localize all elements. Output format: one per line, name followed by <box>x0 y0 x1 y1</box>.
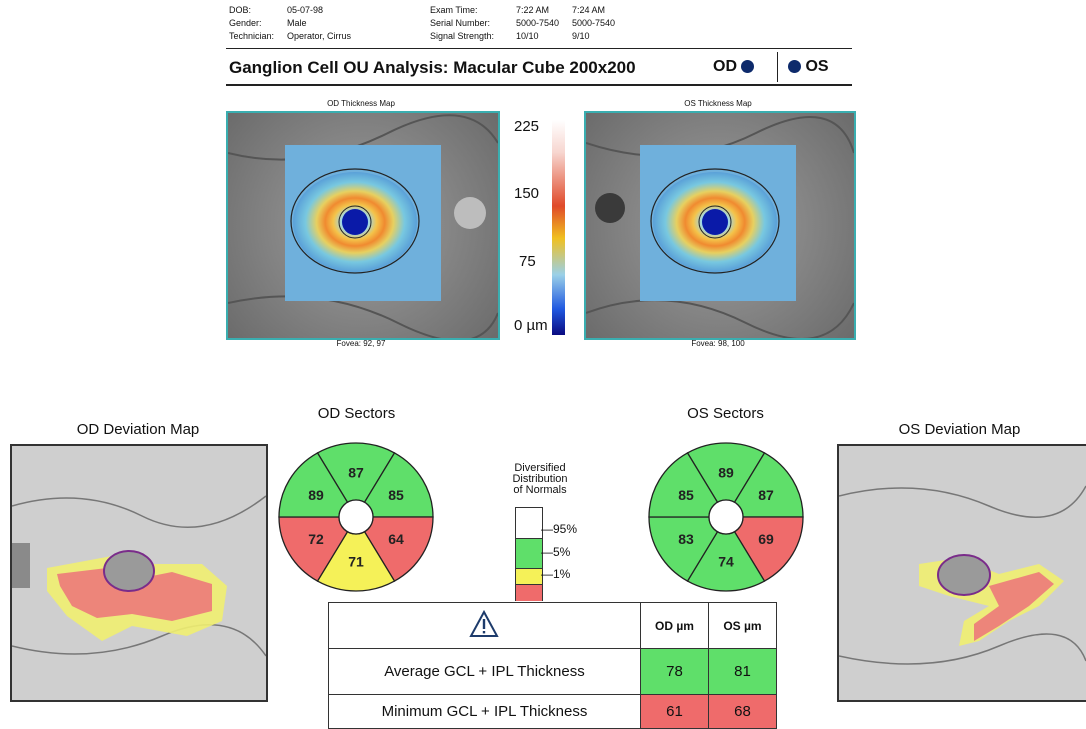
legend-5-label: 5% <box>553 545 571 559</box>
gender-label: Gender: <box>229 18 262 28</box>
minimum-thickness-os: 68 <box>707 694 778 729</box>
od-sector-value: 87 <box>348 465 364 481</box>
os-sector-value: 85 <box>678 487 694 503</box>
os-deviation-image <box>839 485 1086 665</box>
od-sector-value: 71 <box>348 553 364 569</box>
os-thickness-map <box>584 111 856 340</box>
thickness-results-table: OD µm OS µm Average GCL + IPL Thickness … <box>328 602 778 729</box>
legend-95-label: 95% <box>553 522 578 536</box>
exam-time-od: 7:22 AM <box>516 5 550 15</box>
signal-od: 10/10 <box>516 31 539 41</box>
scale-label-75: 75 <box>519 253 536 270</box>
dob-value: 05-07-98 <box>287 5 324 15</box>
eye-od-indicator: OD <box>713 58 755 76</box>
legend-1-label: 1% <box>553 567 571 581</box>
od-sectors-chart: 87 85 64 71 72 89 <box>278 442 434 592</box>
os-dot-icon <box>788 60 801 73</box>
os-thickness-caption: OS Thickness Map <box>684 99 752 108</box>
signal-os: 9/10 <box>572 31 590 41</box>
distribution-legend <box>515 507 543 601</box>
minimum-thickness-label: Minimum GCL + IPL Thickness <box>328 694 641 729</box>
gender-value: Male <box>287 18 307 28</box>
eye-os-indicator: OS <box>788 58 829 76</box>
scale-label-0: 0 µm <box>514 317 548 334</box>
os-sector-value: 69 <box>758 531 774 547</box>
warning-cell <box>328 602 641 649</box>
os-sector-center <box>708 499 744 535</box>
technician-label: Technician: <box>229 31 275 41</box>
exam-info: Exam Time: 7:22 AM 7:24 AM Serial Number: 5… <box>430 4 615 43</box>
od-sector-value: 64 <box>388 531 404 547</box>
patient-info: DOB: 05-07-98 Gender: Male Technician: Oper… <box>229 4 351 43</box>
eye-od-label: OD <box>713 58 737 75</box>
od-sector-value: 72 <box>308 531 324 547</box>
legend-5: —5% <box>541 545 571 559</box>
serial-od: 5000-7540 <box>516 18 560 28</box>
col-os-header: OS µm <box>707 602 778 649</box>
os-fovea-readout: Fovea: 98, 100 <box>691 339 745 348</box>
os-thickness-image <box>586 116 854 338</box>
os-deviation-title: OS Deviation Map <box>898 421 1021 438</box>
os-sector-value: 74 <box>718 553 734 569</box>
legend-swatch-normal <box>516 539 542 569</box>
legend-swatch-abnormal <box>516 585 542 601</box>
os-sector-value: 83 <box>678 531 694 547</box>
table-header-row: OD µm OS µm <box>328 602 778 649</box>
od-thickness-caption: OD Thickness Map <box>327 99 395 108</box>
serial-label: Serial Number: <box>430 18 491 28</box>
od-thickness-image <box>228 114 498 338</box>
legend-title-line3: of Normals <box>513 484 567 496</box>
eye-divider <box>777 52 778 82</box>
legend-title: Diversified Distribution of Normals <box>508 463 572 496</box>
od-dot-icon <box>741 60 755 73</box>
dob-label: DOB: <box>229 5 252 15</box>
average-thickness-label: Average GCL + IPL Thickness <box>328 648 641 695</box>
od-fovea-readout: Fovea: 92, 97 <box>336 339 386 348</box>
title-rule-bottom <box>226 84 852 86</box>
exam-time-os: 7:24 AM <box>572 5 606 15</box>
scale-label-150: 150 <box>514 185 540 202</box>
os-sector-value: 87 <box>758 487 774 503</box>
title-rule-top <box>226 48 852 49</box>
od-deviation-image <box>12 495 266 657</box>
scale-label-225: 225 <box>514 118 540 135</box>
table-row: Minimum GCL + IPL Thickness 61 68 <box>328 694 778 729</box>
od-deviation-map <box>10 444 268 702</box>
od-sector-center <box>338 499 374 535</box>
legend-swatch-normal-upper <box>516 508 542 539</box>
legend-title-line1: Diversified <box>514 462 566 474</box>
legend-95: —95% <box>541 522 578 536</box>
technician-value: Operator, Cirrus <box>287 31 352 41</box>
col-od-header: OD µm <box>639 602 709 649</box>
legend-1: —1% <box>541 567 571 581</box>
serial-os: 5000-7540 <box>572 18 616 28</box>
os-sectors-chart: 89 87 69 74 83 85 <box>648 442 804 592</box>
os-sectors-title: OS Sectors <box>687 405 764 422</box>
minimum-thickness-od: 61 <box>639 694 709 729</box>
thickness-color-scale <box>552 120 565 335</box>
os-sector-value: 89 <box>718 465 734 481</box>
warning-triangle-icon <box>469 609 500 637</box>
average-thickness-od: 78 <box>639 648 709 695</box>
od-sector-value: 85 <box>388 487 404 503</box>
od-deviation-title: OD Deviation Map <box>76 421 200 438</box>
page-title: Ganglion Cell OU Analysis: Macular Cube … <box>229 58 636 77</box>
od-sectors-title: OD Sectors <box>317 405 396 422</box>
exam-time-label: Exam Time: <box>430 5 478 15</box>
legend-swatch-borderline <box>516 569 542 585</box>
od-thickness-map <box>226 111 500 340</box>
legend-title-line2: Distribution <box>512 473 568 485</box>
average-thickness-os: 81 <box>707 648 778 695</box>
table-row: Average GCL + IPL Thickness 78 81 <box>328 648 778 695</box>
eye-os-label: OS <box>805 58 829 75</box>
os-deviation-map <box>837 444 1086 702</box>
od-sector-value: 89 <box>308 487 324 503</box>
signal-label: Signal Strength: <box>430 31 495 41</box>
